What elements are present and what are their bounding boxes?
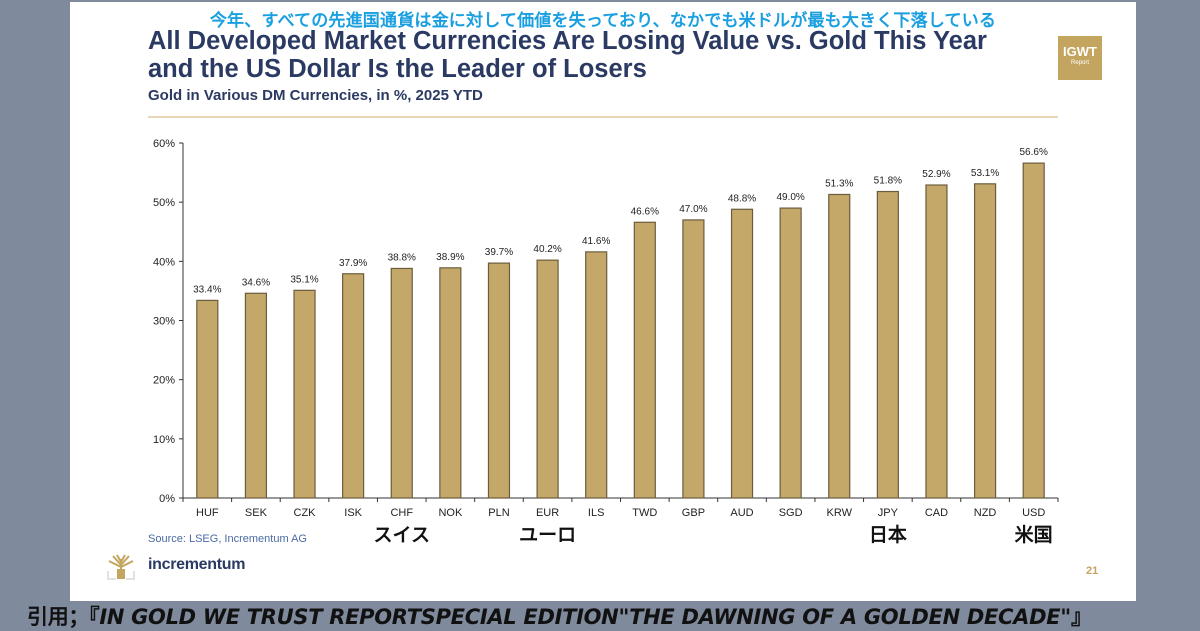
x-tick-label: CAD <box>925 507 948 519</box>
bar-cad <box>925 184 948 499</box>
data-label: 53.1% <box>971 168 999 179</box>
x-tick-label: JPY <box>878 507 899 519</box>
data-label: 35.1% <box>290 274 318 285</box>
bar-gbp <box>682 219 705 499</box>
bar-pln <box>487 262 511 499</box>
bar-sgd <box>779 207 802 499</box>
bar-isk <box>342 273 365 499</box>
data-label: 51.3% <box>825 178 853 189</box>
jp-label-eur: ユーロ <box>519 524 577 546</box>
jp-label-jpy: 日本 <box>868 524 907 546</box>
x-tick-label: GBP <box>682 507 705 519</box>
citation-title: IN GOLD WE TRUST REPORTSPECIAL EDITION"T… <box>99 605 1071 629</box>
bar-usd <box>1022 162 1045 499</box>
data-label: 51.8% <box>874 176 902 187</box>
bar-twd <box>633 221 656 499</box>
data-label: 48.8% <box>728 193 756 204</box>
data-label: 33.4% <box>193 284 221 295</box>
bar-chart: 0% 10% 20% 30% 40% 50% 60% 33.4% HUF 34.6% SEK 35.1… <box>153 138 1059 519</box>
title-line-1: All Developed Market Currencies Are Losi… <box>148 27 987 55</box>
x-tick-label: KRW <box>827 507 853 519</box>
slide-title: All Developed Market Currencies Are Losi… <box>148 27 1028 83</box>
incrementum-logo-text: incrementum <box>148 556 246 573</box>
bar-czk <box>293 289 316 499</box>
slide: 今年、すべての先進国通貨は金に対して価値を失っており、なかでも米ドルが最も大きく… <box>70 2 1136 601</box>
y-tick-label: 20% <box>153 375 175 387</box>
bar-nzd <box>973 183 997 499</box>
citation-suffix: 』 <box>1070 605 1092 629</box>
page-number: 21 <box>1086 565 1099 577</box>
x-tick-label: NZD <box>974 507 997 519</box>
bar-aud <box>730 208 754 499</box>
data-label: 46.6% <box>631 206 659 217</box>
bar-sek <box>244 292 268 499</box>
gold-divider <box>148 116 1058 118</box>
x-tick-label: AUD <box>730 507 753 519</box>
y-tick-label: 10% <box>153 434 175 446</box>
x-tick-label: EUR <box>536 507 559 519</box>
data-label: 47.0% <box>679 204 707 215</box>
igwt-badge: IGWT Report <box>1058 36 1102 80</box>
data-label: 49.0% <box>776 192 804 203</box>
x-tick-label: SGD <box>779 507 803 519</box>
bar-chf <box>390 267 413 499</box>
x-tick-label: ILS <box>588 507 605 519</box>
citation-footer: 引用；『IN GOLD WE TRUST REPORTSPECIAL EDITI… <box>27 601 1092 631</box>
bar-huf <box>196 299 219 499</box>
y-tick-label: 50% <box>153 197 175 209</box>
data-label: 38.9% <box>436 252 464 263</box>
data-label: 38.8% <box>388 252 416 263</box>
title-line-2: and the US Dollar Is the Leader of Loser… <box>148 55 647 83</box>
x-tick-label: PLN <box>488 507 509 519</box>
y-tick-label: 40% <box>153 256 175 268</box>
bar-nok <box>439 267 462 499</box>
x-tick-label: HUF <box>196 507 219 519</box>
data-label: 56.6% <box>1020 147 1048 158</box>
x-tick-label: TWD <box>632 507 657 519</box>
badge-sub: Report <box>1070 60 1089 66</box>
data-label: 52.9% <box>922 169 950 180</box>
y-tick-label: 0% <box>159 493 175 505</box>
y-tick-label: 30% <box>153 316 175 328</box>
jp-label-chf: スイス <box>373 524 430 546</box>
data-label: 40.2% <box>533 244 561 255</box>
badge-main: IGWT <box>1063 44 1097 59</box>
bar-jpy <box>876 190 899 499</box>
jp-caption: 今年、すべての先進国通貨は金に対して価値を失っており、なかでも米ドルが最も大きく… <box>209 11 997 31</box>
bar-eur <box>536 259 559 499</box>
x-tick-label: SEK <box>245 507 268 519</box>
chart-subtitle: Gold in Various DM Currencies, in %, 202… <box>148 87 483 104</box>
x-tick-label: CHF <box>390 507 413 519</box>
x-tick-label: USD <box>1022 507 1045 519</box>
jp-label-usd: 米国 <box>1014 524 1053 546</box>
data-label: 37.9% <box>339 258 367 269</box>
bar-krw <box>828 193 851 499</box>
data-label: 39.7% <box>485 247 513 258</box>
bar-ils <box>585 251 608 499</box>
y-tick-label: 60% <box>153 138 175 150</box>
source-note: Source: LSEG, Incrementum AG <box>148 533 307 545</box>
x-tick-label: ISK <box>344 507 362 519</box>
data-label: 34.6% <box>242 277 270 288</box>
x-tick-label: NOK <box>438 507 463 519</box>
x-tick-label: CZK <box>294 507 317 519</box>
incrementum-tree-icon <box>107 554 135 580</box>
citation-prefix: 引用；『 <box>27 605 100 629</box>
data-label: 41.6% <box>582 236 610 247</box>
